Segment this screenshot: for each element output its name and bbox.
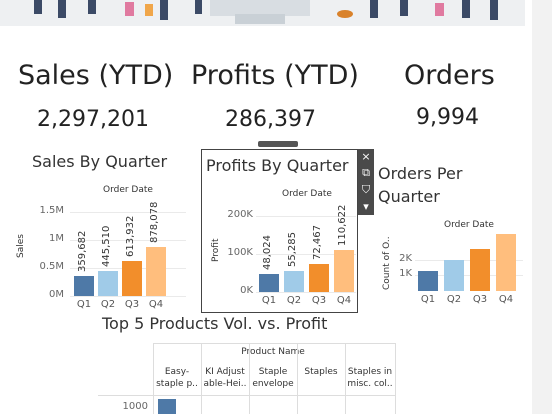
orders-per-quarter-title-line2: Quarter: [378, 187, 440, 206]
profits-ytd-title: Profits (YTD): [191, 60, 359, 91]
more-options-icon[interactable]: ▾: [363, 200, 369, 213]
bar-q1[interactable]: [418, 270, 438, 291]
y-tick-label: 0.5M: [39, 260, 64, 272]
gridline: [256, 215, 356, 217]
filter-icon[interactable]: ⛉: [361, 183, 371, 196]
data-label: 878,078: [149, 201, 160, 243]
gridline: [256, 253, 356, 255]
y-tick-label: 200K: [227, 208, 253, 220]
bar-q3[interactable]: [122, 261, 142, 296]
data-label: 359,682: [77, 230, 88, 272]
bar-q2[interactable]: [284, 270, 304, 292]
gridline: [256, 292, 356, 293]
orders-per-quarter-title-line1: Orders Per: [378, 164, 463, 183]
x-tick-label: Q3: [124, 299, 140, 310]
y-tick-label: 1K: [399, 268, 412, 280]
x-tick-label: Q4: [336, 295, 352, 306]
y-tick-label: 2K: [399, 252, 412, 264]
x-tick-label: Q2: [100, 299, 116, 310]
x-tick-label: Q4: [148, 299, 164, 310]
selected-sheet-border[interactable]: [201, 149, 358, 313]
vertical-scrollbar[interactable]: [532, 0, 552, 414]
product-column-header: Staple: [258, 367, 288, 377]
product-column-header: KI Adjust: [205, 367, 245, 377]
orders-chart-x-axis-title: Order Date: [444, 220, 494, 230]
data-label: 110,622: [337, 204, 348, 246]
table-column-divider: [249, 343, 250, 414]
banner-illustration: [0, 0, 525, 26]
table-column-divider: [345, 343, 346, 414]
product-column-header: staple p..: [156, 379, 198, 389]
profits-ytd-value: 286,397: [225, 107, 316, 132]
table-volume-bar: [158, 399, 176, 414]
bar-q1[interactable]: [74, 275, 94, 296]
y-tick-label: 1.5M: [39, 204, 64, 216]
header-banner-image: [0, 0, 525, 26]
bar-q2[interactable]: [444, 259, 464, 291]
profits-by-quarter-title: Profits By Quarter: [206, 156, 349, 175]
x-tick-label: Q4: [498, 294, 514, 305]
sheet-toolbar: × ⧉ ⛉ ▾: [358, 149, 374, 215]
move-handle[interactable]: [258, 141, 298, 147]
gridline: [70, 211, 186, 213]
bar-q3[interactable]: [309, 264, 329, 292]
product-column-header: Staples in: [347, 367, 393, 377]
bar-q4[interactable]: [146, 246, 166, 296]
x-tick-label: Q3: [311, 295, 327, 306]
bar-q2[interactable]: [98, 270, 118, 296]
x-tick-label: Q1: [76, 299, 92, 310]
table-row-tick: 1000: [122, 401, 148, 412]
sales-by-quarter-title: Sales By Quarter: [32, 152, 168, 171]
product-column-header: misc. col..: [347, 379, 393, 389]
profits-chart-x-axis-title: Order Date: [282, 189, 332, 199]
data-label: 48,024: [262, 234, 273, 270]
open-in-new-icon[interactable]: ⧉: [362, 166, 370, 179]
gridline: [415, 259, 523, 261]
table-header-divider: [98, 395, 395, 396]
sales-chart-x-axis-title: Order Date: [103, 185, 153, 195]
data-label: 445,510: [101, 225, 112, 267]
sales-ytd-value: 2,297,201: [37, 107, 149, 132]
close-icon[interactable]: ×: [361, 150, 371, 163]
x-tick-label: Q2: [446, 294, 462, 305]
table-column-divider: [395, 343, 396, 414]
sales-ytd-title: Sales (YTD): [18, 60, 174, 91]
data-label: 72,467: [312, 225, 323, 261]
table-top-divider: [153, 343, 395, 344]
bar-q3[interactable]: [470, 248, 490, 291]
product-column-header: Easy-: [164, 367, 190, 377]
y-tick-label: 0K: [240, 285, 253, 296]
product-column-header: Staples: [304, 367, 338, 377]
x-tick-label: Q1: [420, 294, 436, 305]
orders-title: Orders: [404, 60, 495, 91]
table-column-divider: [297, 343, 298, 414]
table-column-divider: [153, 343, 154, 414]
gridline: [415, 275, 523, 277]
data-label: 55,285: [287, 231, 298, 267]
data-label: 613,932: [125, 216, 136, 258]
gridline: [70, 296, 186, 297]
top-products-title: Top 5 Products Vol. vs. Profit: [102, 314, 328, 333]
x-tick-label: Q1: [261, 295, 277, 306]
gridline: [70, 239, 186, 241]
y-tick-label: 1M: [49, 232, 64, 244]
product-name-header: Product Name: [241, 347, 305, 357]
y-tick-label: 100K: [227, 246, 253, 258]
product-column-header: envelope: [252, 379, 294, 389]
x-tick-label: Q2: [286, 295, 302, 306]
bar-q4[interactable]: [496, 233, 516, 291]
bar-q1[interactable]: [259, 273, 279, 292]
table-column-divider: [201, 343, 202, 414]
orders-value: 9,994: [416, 105, 479, 130]
y-tick-label: 0M: [49, 289, 64, 300]
bar-q4[interactable]: [334, 249, 354, 292]
x-tick-label: Q3: [472, 294, 488, 305]
product-column-header: able-Hei..: [203, 379, 247, 389]
